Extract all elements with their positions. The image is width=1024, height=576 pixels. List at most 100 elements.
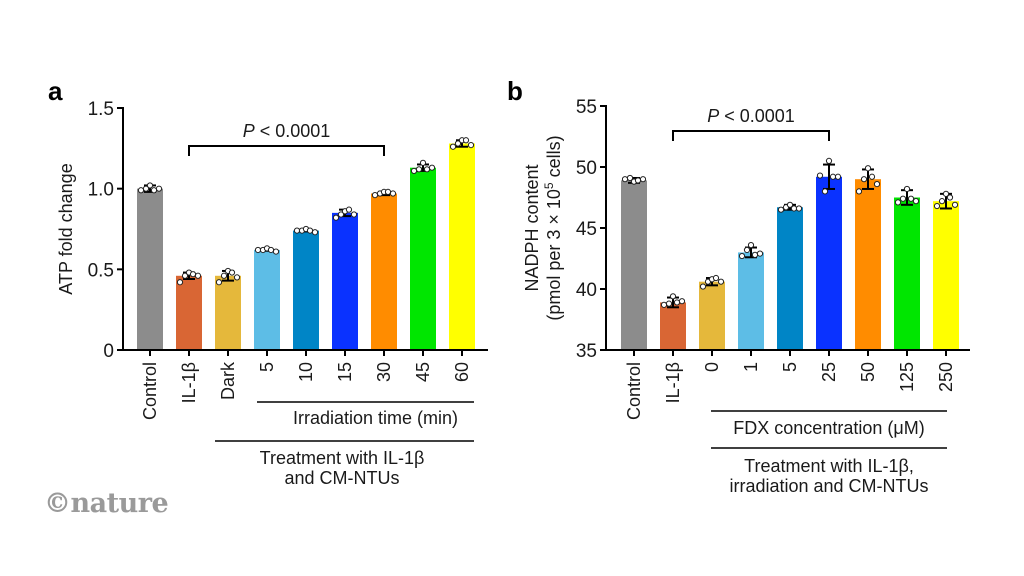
x-tick-label: 30 (374, 362, 394, 382)
data-point (743, 246, 751, 254)
data-point (181, 272, 189, 279)
data-point (137, 187, 145, 194)
data-point (189, 271, 197, 278)
data-point (293, 227, 301, 234)
significance-bracket (188, 145, 385, 156)
data-point (415, 166, 423, 173)
data-point (371, 192, 379, 199)
x-tick-label: 25 (819, 362, 839, 382)
group-label-treatment-2: and CM-NTUs (284, 468, 399, 488)
data-point (146, 182, 154, 189)
bar-25 (816, 176, 842, 350)
data-point (834, 173, 842, 180)
data-point (428, 164, 436, 171)
panel-letter: a (48, 76, 63, 106)
bar-1 (738, 252, 764, 350)
x-tick-label: 250 (936, 362, 956, 392)
data-point (903, 185, 911, 193)
data-point (712, 274, 720, 282)
data-point (868, 173, 876, 180)
data-point (423, 166, 431, 173)
data-point (673, 299, 681, 306)
x-tick-label: 15 (335, 362, 355, 382)
x-tick-label: Control (140, 362, 160, 420)
group-label-treatment: Treatment with IL-1β, (744, 456, 914, 476)
significance-bracket (672, 130, 830, 141)
y-tick-label: 35 (576, 341, 597, 362)
bar-0 (699, 281, 725, 350)
data-point (454, 140, 462, 147)
y-tick-label: 45 (576, 219, 597, 240)
data-point (626, 174, 634, 182)
data-point (350, 211, 358, 218)
bar-IL-1β (660, 302, 686, 350)
bar-5 (254, 249, 280, 350)
y-tick-label: 1.5 (88, 99, 114, 120)
bar-50 (855, 179, 881, 350)
x-tick-label: Control (624, 362, 644, 420)
data-point (634, 177, 642, 184)
data-point (860, 176, 868, 183)
data-point (621, 176, 629, 183)
data-point (272, 248, 280, 255)
data-point (215, 279, 223, 286)
data-point (669, 293, 677, 300)
bar-Dark (215, 275, 241, 350)
data-point (449, 143, 457, 150)
data-point (337, 211, 345, 218)
bar-60 (449, 143, 475, 350)
bar-45 (410, 167, 436, 350)
data-point (738, 252, 746, 260)
data-point (912, 198, 920, 205)
data-point (155, 185, 163, 192)
data-point (220, 272, 228, 279)
y-axis-label: ATP fold change (56, 163, 76, 294)
bar-125 (894, 197, 920, 350)
x-tick-label: IL-1β (663, 362, 683, 403)
data-point (821, 188, 829, 195)
y-axis-label: NADPH content (522, 164, 542, 291)
bar-250 (933, 201, 959, 350)
data-point (389, 190, 397, 197)
p-value-label: P < 0.0001 (243, 121, 331, 141)
group-label-irradiation: Irradiation time (min) (293, 408, 458, 428)
data-point (660, 301, 668, 308)
chart-panel-b: b NADPH content (pmol per 3 × 105 cells) 35… (507, 76, 970, 496)
y-tick-label: 50 (576, 158, 597, 179)
data-point (825, 157, 833, 164)
data-point (699, 283, 707, 290)
x-tick-label: 50 (858, 362, 878, 382)
data-point (345, 206, 353, 213)
data-point (756, 250, 764, 257)
y-axis-label-units: (pmol per 3 × 105 cells) (542, 135, 564, 320)
x-tick-label: 125 (897, 362, 917, 392)
data-point (951, 201, 959, 208)
bar-10 (293, 230, 319, 350)
data-point (894, 199, 902, 206)
data-point (254, 246, 262, 254)
x-tick-label: Dark (218, 361, 238, 400)
x-tick-label: IL-1β (179, 362, 199, 403)
chart-panel-a: a ATP fold change 0 0.5 1.0 1.5 Control IL-1β Da… (48, 76, 488, 488)
x-tick-label: 5 (257, 362, 277, 372)
data-point (946, 194, 954, 201)
data-point (907, 195, 915, 202)
panel-letter: b (507, 76, 523, 106)
data-point (717, 278, 725, 285)
data-point (142, 185, 150, 192)
data-point (855, 188, 863, 195)
y-tick-label: 1.0 (88, 180, 114, 201)
x-tick-label: 10 (296, 362, 316, 382)
data-point (228, 269, 236, 276)
data-point (864, 165, 872, 172)
data-point (933, 202, 941, 210)
bar-30 (371, 193, 397, 350)
data-point (267, 246, 275, 254)
data-point (332, 214, 340, 221)
data-point (150, 187, 158, 194)
bar-15 (332, 212, 358, 350)
y-tick-label: 55 (576, 97, 597, 118)
data-point (233, 274, 241, 281)
x-tick-label: 1 (741, 362, 761, 372)
bar-Control (621, 180, 647, 350)
